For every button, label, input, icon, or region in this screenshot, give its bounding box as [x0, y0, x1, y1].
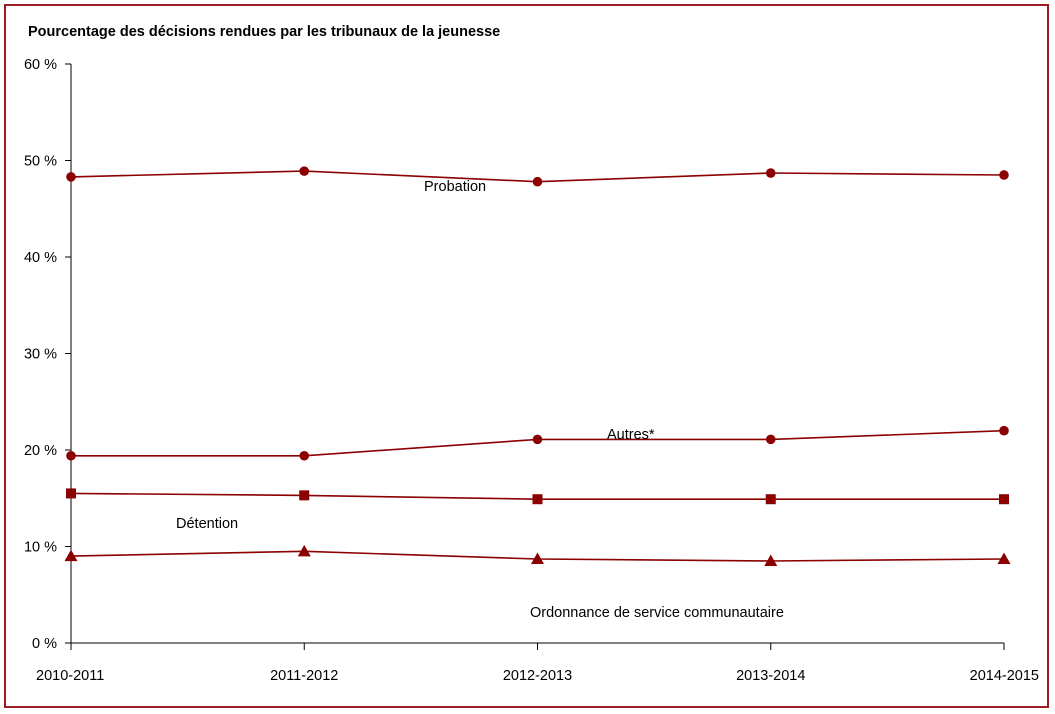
square-marker: [66, 488, 76, 499]
circle-marker: [999, 425, 1009, 436]
chart-title: Pourcentage des décisions rendues par le…: [28, 24, 500, 40]
square-marker: [999, 494, 1009, 505]
square-marker: [765, 494, 776, 505]
series-3: [64, 544, 1011, 566]
y-tick-label: 30 %: [24, 347, 57, 363]
circle-marker: [765, 168, 776, 178]
circle-marker: [532, 176, 543, 187]
circle-marker: [532, 434, 543, 445]
y-tick-label: 40 %: [24, 250, 57, 266]
series-1: [66, 425, 1009, 461]
y-tick-label: 0 %: [32, 636, 57, 652]
y-tick-label: 60 %: [24, 57, 57, 73]
y-tick-label: 10 %: [24, 540, 57, 556]
y-tick-label: 20 %: [24, 443, 57, 459]
series-label-0: Probation: [424, 179, 486, 195]
triangle-marker: [297, 544, 311, 557]
circle-marker: [66, 172, 76, 182]
circle-marker: [299, 450, 310, 461]
series-label-1: Autres*: [607, 427, 655, 443]
x-tick-label: 2012-2013: [503, 668, 572, 684]
square-marker: [532, 494, 543, 505]
series-0: [66, 166, 1009, 187]
series-2: [66, 488, 1009, 505]
series-label-2: Détention: [176, 516, 238, 532]
x-tick-label: 2010-2011: [36, 668, 104, 684]
chart-frame: [4, 4, 1049, 708]
circle-marker: [299, 166, 310, 176]
series-layer: [64, 166, 1011, 566]
triangle-marker: [531, 552, 544, 565]
series-label-3: Ordonnance de service communautaire: [530, 605, 784, 621]
series-labels: Probation Autres* Détention Ordonnance de s…: [176, 179, 784, 621]
circle-marker: [66, 450, 76, 461]
circle-marker: [765, 434, 776, 445]
triangle-marker: [764, 554, 778, 566]
triangle-marker: [997, 552, 1011, 565]
y-tick-label: 50 %: [24, 154, 57, 170]
x-tick-label: 2013-2014: [736, 668, 805, 684]
triangle-marker: [64, 549, 78, 562]
x-tick-label: 2014-2015: [970, 668, 1039, 684]
square-marker: [299, 490, 310, 501]
x-tick-label: 2011-2012: [270, 668, 338, 684]
axes: 0 % 10 % 20 % 30 % 40 % 50 % 60 % 2010-2011 2011…: [24, 57, 1039, 684]
circle-marker: [999, 170, 1009, 180]
